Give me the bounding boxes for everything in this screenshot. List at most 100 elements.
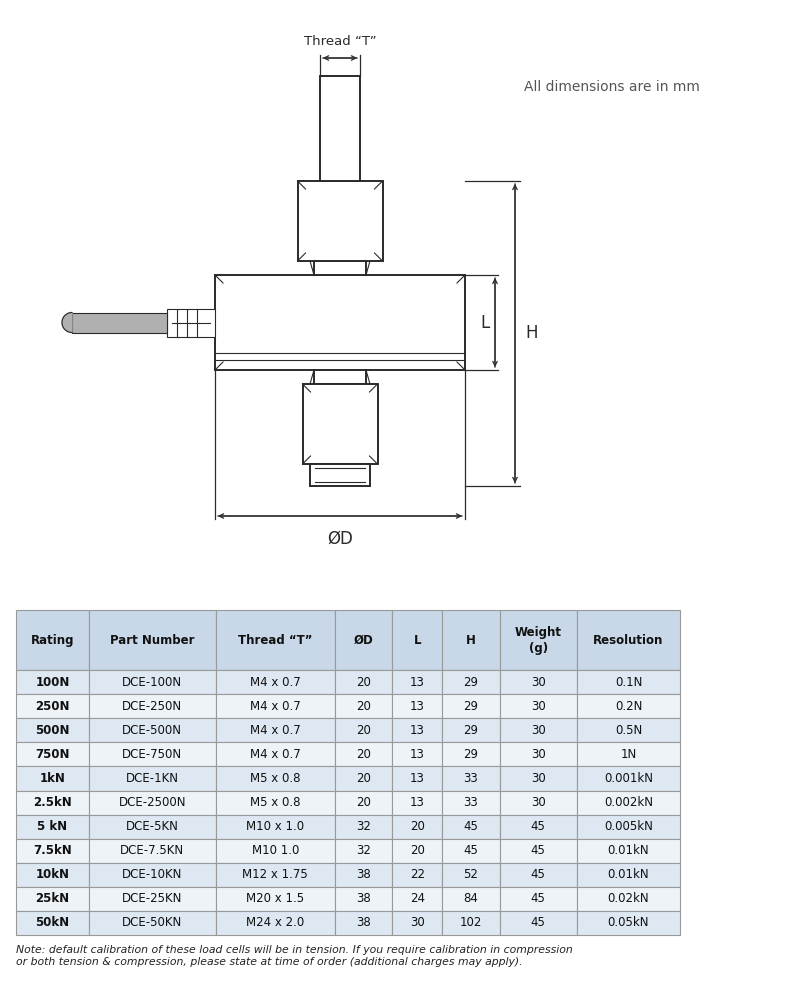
Text: 45: 45 [531, 916, 546, 929]
Bar [392, 742, 442, 766]
Bar [16, 815, 89, 839]
Text: Thread “T”: Thread “T” [238, 634, 313, 647]
Bar [216, 718, 334, 742]
Text: M10 x 1.0: M10 x 1.0 [246, 820, 304, 833]
Bar [577, 670, 680, 694]
Bar [334, 815, 392, 839]
Bar [500, 670, 577, 694]
Bar [314, 370, 366, 384]
Text: M4 x 0.7: M4 x 0.7 [250, 748, 301, 761]
Bar [89, 718, 216, 742]
Bar [334, 718, 392, 742]
Bar [442, 863, 500, 887]
Bar [89, 863, 216, 887]
Bar [302, 384, 378, 464]
Bar [392, 791, 442, 815]
Text: M5 x 0.8: M5 x 0.8 [250, 772, 301, 785]
Bar [500, 863, 577, 887]
Text: 30: 30 [531, 748, 546, 761]
Bar [577, 839, 680, 863]
Bar [216, 839, 334, 863]
Bar [442, 670, 500, 694]
Bar [334, 670, 392, 694]
Bar [320, 76, 360, 181]
Bar [215, 275, 465, 370]
Text: 0.2N: 0.2N [614, 700, 642, 713]
Text: 20: 20 [410, 820, 425, 833]
Text: 1N: 1N [620, 748, 637, 761]
Bar [334, 863, 392, 887]
Bar [392, 815, 442, 839]
Bar [298, 181, 382, 261]
Bar [334, 742, 392, 766]
Bar [442, 718, 500, 742]
Bar [442, 694, 500, 718]
Text: 22: 22 [410, 868, 425, 881]
Text: 0.01kN: 0.01kN [608, 844, 650, 857]
Bar [392, 610, 442, 670]
Bar [442, 610, 500, 670]
Bar [216, 911, 334, 935]
Bar [577, 742, 680, 766]
Text: 30: 30 [531, 676, 546, 689]
Text: 29: 29 [463, 748, 478, 761]
Bar [16, 610, 89, 670]
Bar [89, 815, 216, 839]
Text: 52: 52 [464, 868, 478, 881]
Text: All dimensions are in mm: All dimensions are in mm [524, 80, 700, 94]
Text: DCE-5KN: DCE-5KN [126, 820, 178, 833]
Text: 45: 45 [531, 820, 546, 833]
Bar [16, 863, 89, 887]
Bar [334, 766, 392, 791]
Text: 13: 13 [410, 700, 425, 713]
Bar [442, 791, 500, 815]
Text: ØD: ØD [327, 530, 353, 548]
Text: M10 1.0: M10 1.0 [251, 844, 299, 857]
Text: 5 kN: 5 kN [38, 820, 67, 833]
Bar [577, 718, 680, 742]
Bar [89, 742, 216, 766]
Bar [89, 670, 216, 694]
Bar [392, 839, 442, 863]
Bar [392, 694, 442, 718]
Bar [89, 610, 216, 670]
Bar [216, 887, 334, 911]
Text: DCE-100N: DCE-100N [122, 676, 182, 689]
Bar [442, 742, 500, 766]
Bar [334, 911, 392, 935]
Text: 30: 30 [531, 700, 546, 713]
Text: 45: 45 [531, 892, 546, 905]
Text: 33: 33 [464, 796, 478, 809]
Text: 13: 13 [410, 772, 425, 785]
Text: 20: 20 [356, 748, 371, 761]
Bar [89, 839, 216, 863]
Text: 250N: 250N [35, 700, 70, 713]
Text: DCE-250N: DCE-250N [122, 700, 182, 713]
Bar [16, 742, 89, 766]
Bar [442, 887, 500, 911]
Text: 13: 13 [410, 748, 425, 761]
Bar [500, 742, 577, 766]
Text: Resolution: Resolution [594, 634, 664, 647]
Bar [89, 911, 216, 935]
Text: 20: 20 [356, 772, 371, 785]
Text: M12 x 1.75: M12 x 1.75 [242, 868, 308, 881]
Text: 0.5N: 0.5N [615, 724, 642, 737]
Text: 0.01kN: 0.01kN [608, 868, 650, 881]
Bar [577, 766, 680, 791]
Bar [442, 911, 500, 935]
Bar [216, 610, 334, 670]
Text: 38: 38 [356, 916, 371, 929]
Bar [16, 839, 89, 863]
Text: 13: 13 [410, 676, 425, 689]
Bar [577, 694, 680, 718]
Text: DCE-50KN: DCE-50KN [122, 916, 182, 929]
Bar [392, 887, 442, 911]
Text: M24 x 2.0: M24 x 2.0 [246, 916, 304, 929]
Text: 1kN: 1kN [39, 772, 66, 785]
Bar [89, 766, 216, 791]
Text: H: H [525, 324, 538, 342]
Bar [577, 610, 680, 670]
Text: 29: 29 [463, 700, 478, 713]
Bar [500, 887, 577, 911]
